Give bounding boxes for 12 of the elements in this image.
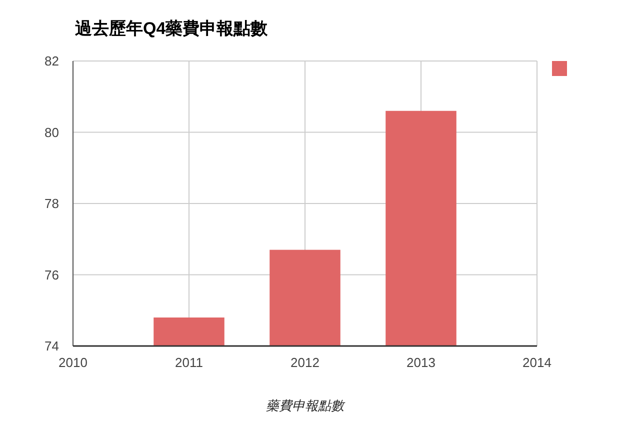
x-tick-label: 2014 [522,355,552,370]
chart-title: 過去歷年Q4藥費申報點數 [74,19,269,38]
y-tick-label: 74 [44,338,59,354]
x-tick-label: 2010 [58,355,88,370]
y-tick-label: 82 [44,54,59,68]
y-tick-label: 80 [44,124,59,140]
x-tick-label: 2011 [175,355,203,370]
x-tick-label: 2012 [290,355,320,370]
y-tick-label: 76 [44,267,59,282]
y-tick-label: 78 [44,196,59,211]
x-tick-label: 2013 [406,355,436,370]
x-axis-title: 藥費申報點數 [266,398,346,413]
